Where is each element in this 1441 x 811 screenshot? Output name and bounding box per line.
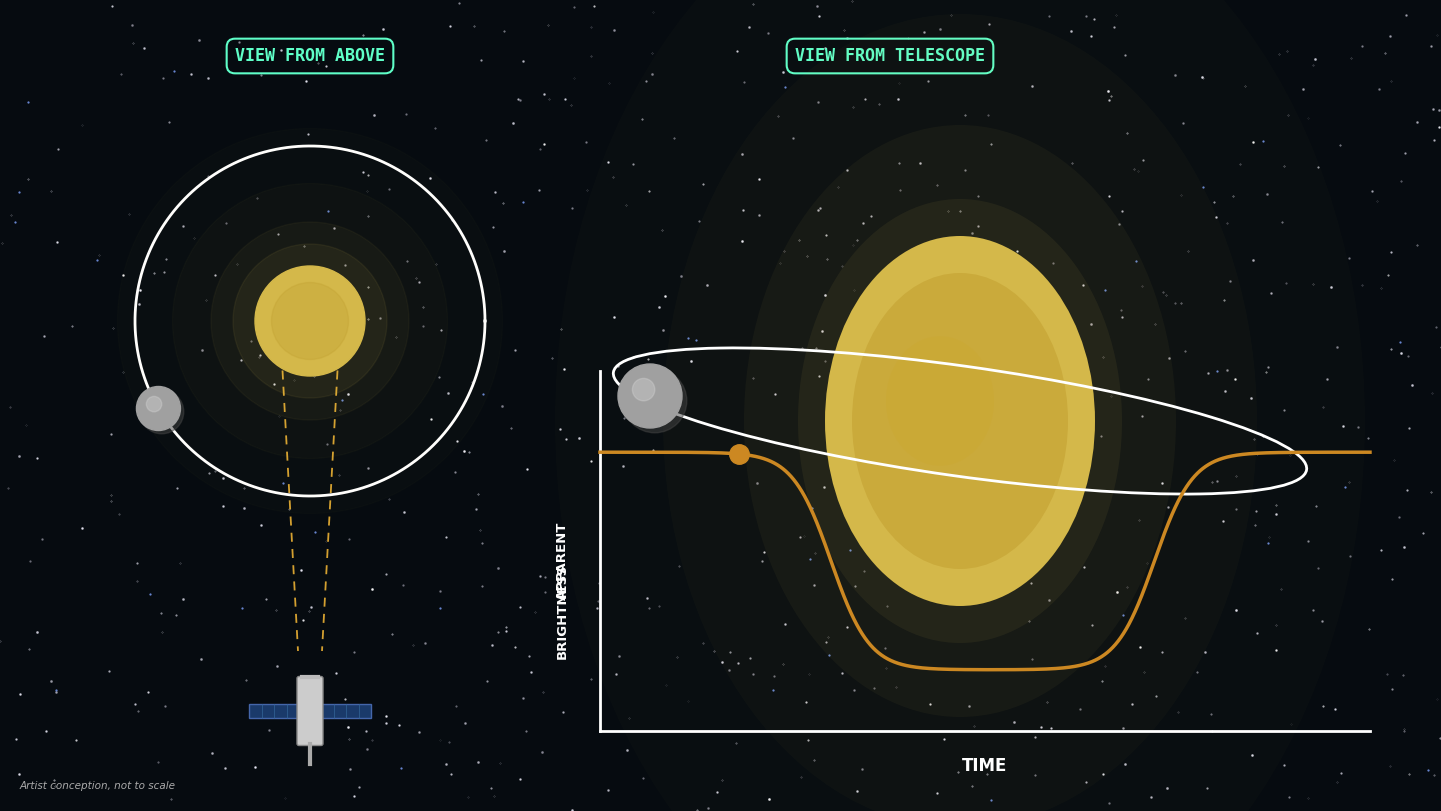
Text: LIGHT CURVE: LIGHT CURVE <box>875 312 986 330</box>
Ellipse shape <box>798 199 1123 643</box>
Text: VIEW FROM TELESCOPE: VIEW FROM TELESCOPE <box>795 47 986 65</box>
Text: TIME: TIME <box>963 757 1007 775</box>
Circle shape <box>137 387 180 431</box>
Circle shape <box>140 390 184 434</box>
Circle shape <box>233 244 388 398</box>
FancyBboxPatch shape <box>321 704 370 718</box>
Circle shape <box>147 397 161 412</box>
Text: VIEW FROM ABOVE: VIEW FROM ABOVE <box>235 47 385 65</box>
Circle shape <box>271 282 349 359</box>
Ellipse shape <box>852 273 1068 569</box>
Circle shape <box>618 364 682 428</box>
FancyBboxPatch shape <box>297 676 323 745</box>
Ellipse shape <box>886 337 994 466</box>
FancyBboxPatch shape <box>249 704 298 718</box>
Text: BRIGHTNESS: BRIGHTNESS <box>555 564 569 659</box>
Circle shape <box>255 266 365 376</box>
Circle shape <box>633 379 654 401</box>
Ellipse shape <box>826 236 1095 606</box>
Text: APPARENT: APPARENT <box>555 521 569 600</box>
Text: Artist conception, not to scale: Artist conception, not to scale <box>20 781 176 791</box>
Circle shape <box>623 369 687 433</box>
